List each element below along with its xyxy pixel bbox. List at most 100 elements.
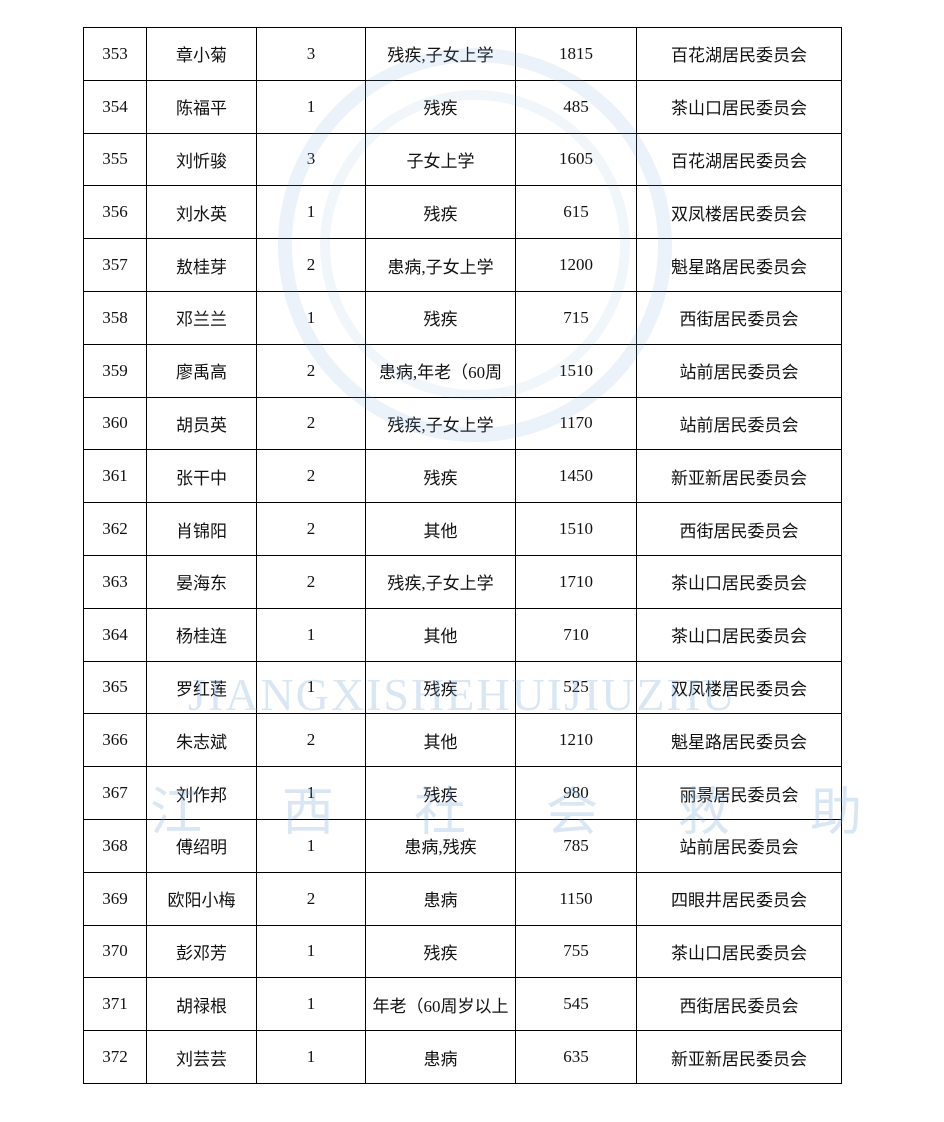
row-number-cell: 362 (83, 502, 147, 556)
table-row: 362 肖锦阳 2 其他 1510 西街居民委员会 (83, 502, 842, 556)
table-row: 359 廖禹高 2 患病,年老（60周 1510 站前居民委员会 (83, 343, 842, 398)
committee-cell: 丽景居民委员会 (636, 766, 842, 820)
data-table: 353 章小菊 3 残疾,子女上学 1815 百花湖居民委员会 354 陈福平 1 残疾 485 茶山… (83, 27, 842, 1084)
table-row: 367 刘作邦 1 残疾 980 丽景居民委员会 (83, 766, 842, 820)
table-row: 368 傅绍明 1 患病,残疾 785 站前居民委员会 (83, 818, 842, 873)
name-cell: 章小菊 (146, 27, 257, 81)
household-size-cell: 3 (256, 132, 366, 187)
committee-cell: 茶山口居民委员会 (636, 924, 842, 979)
reason-cell: 其他 (365, 502, 516, 556)
name-cell: 罗红莲 (146, 660, 257, 715)
amount-cell: 1510 (515, 502, 637, 556)
table-body: 353 章小菊 3 残疾,子女上学 1815 百花湖居民委员会 354 陈福平 1 残疾 485 茶山… (83, 27, 842, 1084)
table-row: 357 敖桂芽 2 患病,子女上学 1200 魁星路居民委员会 (83, 238, 842, 292)
reason-cell: 残疾 (365, 79, 516, 134)
household-size-cell: 3 (256, 27, 366, 81)
table-row: 371 胡禄根 1 年老（60周岁以上 545 西街居民委员会 (83, 977, 842, 1032)
table-row: 363 晏海东 2 残疾,子女上学 1710 茶山口居民委员会 (83, 554, 842, 609)
amount-cell: 1170 (515, 396, 637, 451)
table-row: 369 欧阳小梅 2 患病 1150 四眼井居民委员会 (83, 871, 842, 926)
reason-cell: 残疾,子女上学 (365, 554, 516, 609)
row-number-cell: 360 (83, 396, 147, 451)
household-size-cell: 2 (256, 449, 366, 504)
reason-cell: 残疾 (365, 449, 516, 504)
committee-cell: 茶山口居民委员会 (636, 554, 842, 609)
name-cell: 刘水英 (146, 185, 257, 240)
household-size-cell: 1 (256, 79, 366, 134)
table-row: 356 刘水英 1 残疾 615 双凤楼居民委员会 (83, 185, 842, 240)
reason-cell: 患病,残疾 (365, 818, 516, 873)
reason-cell: 子女上学 (365, 132, 516, 187)
committee-cell: 茶山口居民委员会 (636, 607, 842, 662)
reason-cell: 其他 (365, 713, 516, 768)
reason-cell: 残疾 (365, 766, 516, 820)
household-size-cell: 1 (256, 1030, 366, 1084)
committee-cell: 新亚新居民委员会 (636, 1030, 842, 1084)
name-cell: 陈福平 (146, 79, 257, 134)
reason-cell: 残疾 (365, 290, 516, 345)
committee-cell: 双凤楼居民委员会 (636, 660, 842, 715)
reason-cell: 残疾,子女上学 (365, 396, 516, 451)
table-row: 365 罗红莲 1 残疾 525 双凤楼居民委员会 (83, 660, 842, 715)
name-cell: 胡禄根 (146, 977, 257, 1032)
amount-cell: 545 (515, 977, 637, 1032)
household-size-cell: 1 (256, 818, 366, 873)
table-row: 364 杨桂连 1 其他 710 茶山口居民委员会 (83, 607, 842, 662)
household-size-cell: 2 (256, 713, 366, 768)
reason-cell: 患病 (365, 1030, 516, 1084)
row-number-cell: 355 (83, 132, 147, 187)
table-row: 353 章小菊 3 残疾,子女上学 1815 百花湖居民委员会 (83, 27, 842, 81)
amount-cell: 715 (515, 290, 637, 345)
name-cell: 刘忻骏 (146, 132, 257, 187)
row-number-cell: 357 (83, 238, 147, 292)
amount-cell: 1605 (515, 132, 637, 187)
committee-cell: 魁星路居民委员会 (636, 238, 842, 292)
household-size-cell: 1 (256, 766, 366, 820)
table-row: 355 刘忻骏 3 子女上学 1605 百花湖居民委员会 (83, 132, 842, 187)
household-size-cell: 2 (256, 396, 366, 451)
row-number-cell: 358 (83, 290, 147, 345)
reason-cell: 年老（60周岁以上 (365, 977, 516, 1032)
row-number-cell: 371 (83, 977, 147, 1032)
committee-cell: 西街居民委员会 (636, 290, 842, 345)
amount-cell: 785 (515, 818, 637, 873)
amount-cell: 525 (515, 660, 637, 715)
household-size-cell: 1 (256, 185, 366, 240)
row-number-cell: 372 (83, 1030, 147, 1084)
table-row: 358 邓兰兰 1 残疾 715 西街居民委员会 (83, 290, 842, 345)
committee-cell: 魁星路居民委员会 (636, 713, 842, 768)
committee-cell: 四眼井居民委员会 (636, 871, 842, 926)
committee-cell: 站前居民委员会 (636, 818, 842, 873)
amount-cell: 1150 (515, 871, 637, 926)
table-row: 361 张干中 2 残疾 1450 新亚新居民委员会 (83, 449, 842, 504)
household-size-cell: 1 (256, 290, 366, 345)
name-cell: 邓兰兰 (146, 290, 257, 345)
amount-cell: 615 (515, 185, 637, 240)
row-number-cell: 359 (83, 343, 147, 398)
name-cell: 廖禹高 (146, 343, 257, 398)
name-cell: 欧阳小梅 (146, 871, 257, 926)
table-row: 370 彭邓芳 1 残疾 755 茶山口居民委员会 (83, 924, 842, 979)
row-number-cell: 367 (83, 766, 147, 820)
committee-cell: 茶山口居民委员会 (636, 79, 842, 134)
row-number-cell: 369 (83, 871, 147, 926)
row-number-cell: 361 (83, 449, 147, 504)
committee-cell: 西街居民委员会 (636, 977, 842, 1032)
row-number-cell: 364 (83, 607, 147, 662)
household-size-cell: 2 (256, 238, 366, 292)
name-cell: 张干中 (146, 449, 257, 504)
amount-cell: 635 (515, 1030, 637, 1084)
reason-cell: 残疾 (365, 660, 516, 715)
table-row: 366 朱志斌 2 其他 1210 魁星路居民委员会 (83, 713, 842, 768)
amount-cell: 755 (515, 924, 637, 979)
committee-cell: 新亚新居民委员会 (636, 449, 842, 504)
committee-cell: 站前居民委员会 (636, 396, 842, 451)
name-cell: 敖桂芽 (146, 238, 257, 292)
amount-cell: 1510 (515, 343, 637, 398)
household-size-cell: 1 (256, 607, 366, 662)
amount-cell: 485 (515, 79, 637, 134)
reason-cell: 患病,子女上学 (365, 238, 516, 292)
household-size-cell: 2 (256, 871, 366, 926)
reason-cell: 患病 (365, 871, 516, 926)
